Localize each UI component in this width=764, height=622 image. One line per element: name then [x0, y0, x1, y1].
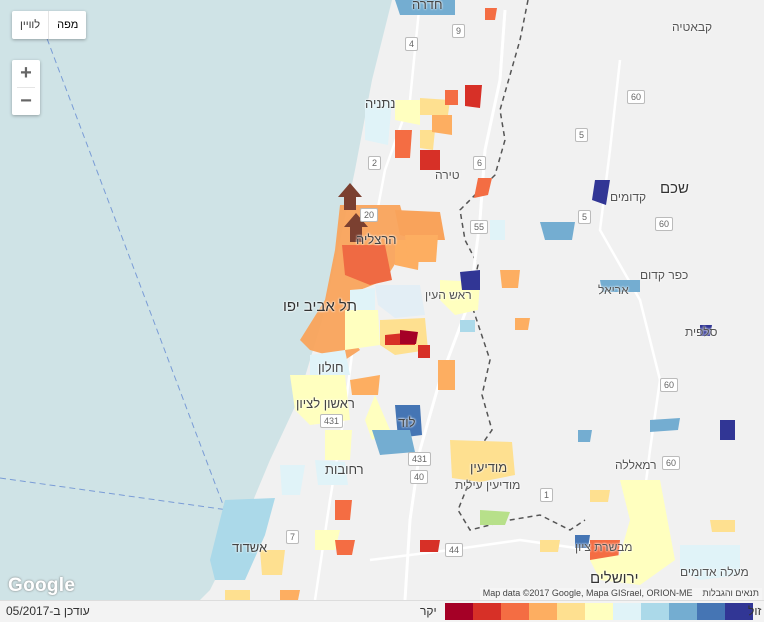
location-marker-icon [338, 183, 362, 210]
road-shield: 40 [410, 470, 429, 484]
road-shield: 431 [408, 452, 432, 466]
map-canvas[interactable]: חדרה קבאטיה נתניה טירה קדומים שכם הרצליה… [0, 0, 764, 600]
city-label-nablus: שכם [660, 180, 689, 197]
city-label-ariel: אריאל [598, 283, 629, 297]
road-shield: 55 [470, 220, 489, 234]
map-type-map-button[interactable]: מפה [57, 19, 79, 31]
city-label-netanya: נתניה [365, 96, 396, 111]
legend-swatch [445, 603, 473, 620]
city-label-hadera: חדרה [412, 0, 443, 12]
city-label-modiin-ilit: מודיעין עילית [455, 478, 521, 492]
road-shield: 5 [575, 128, 589, 142]
city-label-jerusalem: ירושלים [590, 570, 639, 587]
road-shield: 6 [473, 156, 487, 170]
road-shield: 60 [627, 90, 646, 104]
city-label-kfar-qaddum: כפר קדום [640, 268, 689, 282]
city-label-salfit: סלפית [685, 325, 718, 339]
price-regions [210, 0, 740, 600]
city-label-ramallah: רמאללה [615, 458, 657, 472]
maritime-boundary-line [39, 19, 226, 511]
legend-footer: עודכן ב-05/2017 יקר זול [0, 600, 764, 622]
map-attribution: Map data ©2017 Google, Mapa GISrael, ORI… [479, 588, 762, 600]
legend-swatch [529, 603, 557, 620]
city-label-rishon: ראשון לציון [296, 396, 355, 411]
city-label-ashdod: אשדוד [232, 540, 268, 555]
road-shield: 4 [405, 37, 419, 51]
road-shield: 431 [320, 414, 344, 428]
terms-link[interactable]: תנאים והגבלות [702, 588, 759, 598]
map-svg [0, 0, 740, 600]
road-shield: 5 [578, 210, 592, 224]
zoom-divider [17, 87, 35, 88]
sea [0, 0, 392, 600]
zoom-in-button[interactable]: + [20, 62, 32, 84]
legend-swatch [613, 603, 641, 620]
zoom-out-button[interactable]: − [20, 90, 32, 112]
city-label-holon: חולון [318, 360, 344, 375]
city-label-rehovot: רחובות [325, 462, 364, 477]
updated-date: עודכן ב-05/2017 [6, 604, 90, 618]
legend-swatch [669, 603, 697, 620]
road-shield: 2 [368, 156, 382, 170]
city-label-qedumim: קדומים [610, 190, 647, 204]
maritime-boundary-line [0, 477, 229, 511]
road-shield: 44 [445, 543, 464, 557]
city-label-maale-adumim: מעלה אדומים [680, 565, 749, 579]
city-label-modiin: מודיעין [470, 460, 508, 475]
legend-swatch [501, 603, 529, 620]
road-shield: 1 [540, 488, 554, 502]
road-shield: 7 [286, 530, 300, 544]
road-shield: 9 [452, 24, 466, 38]
legend-cheap-label: זול [748, 604, 762, 618]
road-shield: 20 [360, 208, 379, 222]
map-type-divider [48, 11, 50, 39]
map-data-credit: Map data ©2017 Google, Mapa GISrael, ORI… [482, 588, 693, 598]
road-shield: 60 [662, 456, 681, 470]
city-label-herzliya: הרצליה [356, 232, 397, 247]
city-label-tel-aviv: תל אביב יפו [283, 298, 357, 315]
legend-swatch [585, 603, 613, 620]
road-shield: 60 [655, 217, 674, 231]
city-label-tira: טירה [435, 168, 460, 182]
legend-swatch [557, 603, 585, 620]
google-logo[interactable]: Google [8, 575, 76, 596]
zoom-control: + − [12, 60, 40, 115]
legend-expensive-label: יקר [420, 604, 437, 618]
legend-swatch [725, 603, 753, 620]
legend-swatch [697, 603, 725, 620]
price-legend [445, 603, 753, 620]
legend-swatch [473, 603, 501, 620]
city-label-mevaseret: מבשרת ציון [575, 540, 633, 554]
city-label-lod: לוד [398, 415, 416, 430]
map-type-control: מפה לוויין [12, 11, 87, 39]
legend-swatch [641, 603, 669, 620]
highway-line [598, 59, 662, 531]
city-label-qabatiya: קבאטיה [672, 20, 713, 34]
road-shield: 60 [660, 378, 679, 392]
green-line-border [457, 0, 586, 531]
map-type-satellite-button[interactable]: לוויין [20, 19, 41, 31]
city-label-rosh-haayin: ראש העין [425, 288, 472, 302]
